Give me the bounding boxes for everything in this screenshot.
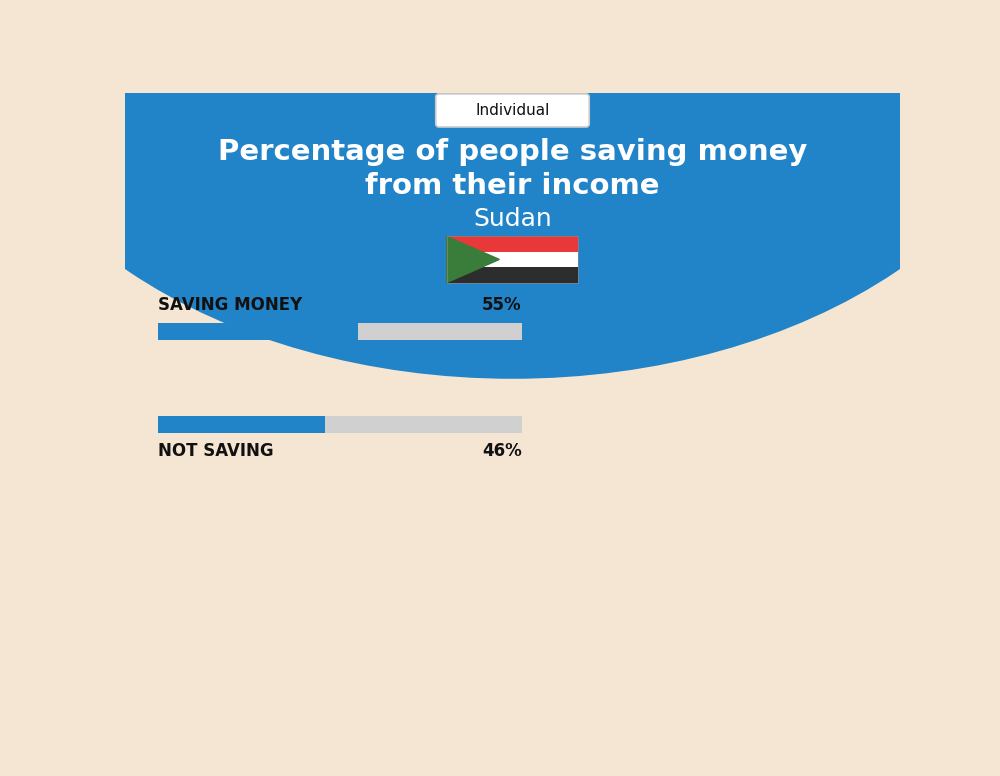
- Text: Percentage of people saving money: Percentage of people saving money: [218, 137, 807, 165]
- Ellipse shape: [0, 0, 1000, 379]
- Bar: [447, 237, 578, 282]
- Bar: [447, 267, 578, 282]
- Text: Sudan: Sudan: [473, 207, 552, 231]
- Bar: [158, 324, 522, 341]
- Bar: [447, 237, 578, 251]
- Text: Individual: Individual: [475, 103, 550, 118]
- Text: SAVING MONEY: SAVING MONEY: [158, 296, 302, 314]
- Text: NOT SAVING: NOT SAVING: [158, 442, 273, 460]
- FancyBboxPatch shape: [436, 94, 589, 127]
- Bar: [158, 416, 522, 433]
- Text: 46%: 46%: [482, 442, 522, 460]
- Text: from their income: from their income: [365, 172, 660, 200]
- Bar: [158, 416, 325, 433]
- Bar: [447, 251, 578, 267]
- Text: 55%: 55%: [482, 296, 522, 314]
- Bar: [158, 324, 358, 341]
- Polygon shape: [447, 237, 499, 282]
